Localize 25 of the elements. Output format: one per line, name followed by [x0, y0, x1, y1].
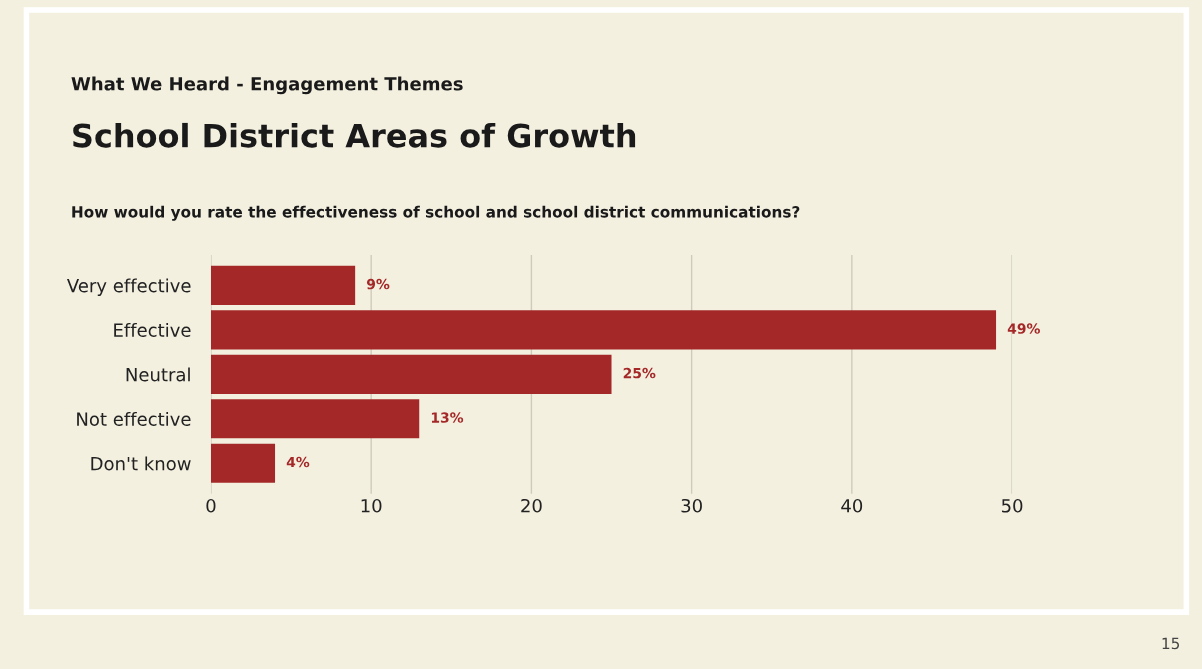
- x-tick-label: 30: [681, 498, 702, 513]
- bar: [210, 354, 612, 394]
- y-tick-label: Effective: [114, 322, 191, 337]
- x-tick-label: 10: [361, 498, 382, 513]
- text: 15: [1162, 637, 1180, 650]
- data-label: 9%: [366, 278, 390, 290]
- x-tick-label: 20: [521, 498, 542, 513]
- x-tick-label: 0: [206, 498, 216, 513]
- x-tick-label: 40: [841, 498, 863, 513]
- x-tick-label: 50: [1001, 498, 1023, 513]
- data-label: 13%: [431, 412, 464, 423]
- bar: [210, 443, 276, 483]
- y-tick-label: Very effective: [66, 278, 191, 296]
- bar: [210, 310, 997, 350]
- y-tick-label: Don't know: [91, 456, 191, 471]
- data-label: 4%: [286, 456, 310, 468]
- data-label: 49%: [1007, 323, 1040, 334]
- data-label: 25%: [623, 367, 656, 379]
- chart-title: School District Areas of Growth: [73, 122, 636, 148]
- chart-subtitle: What We Heard - Engagement Themes: [71, 76, 463, 95]
- y-tick-label: Neutral: [126, 367, 190, 382]
- text: How would you rate the effectiveness of school and school district communications?: [72, 205, 800, 221]
- bar: [210, 265, 356, 305]
- y-tick-label: Not effective: [77, 411, 191, 426]
- bar: [210, 399, 420, 439]
